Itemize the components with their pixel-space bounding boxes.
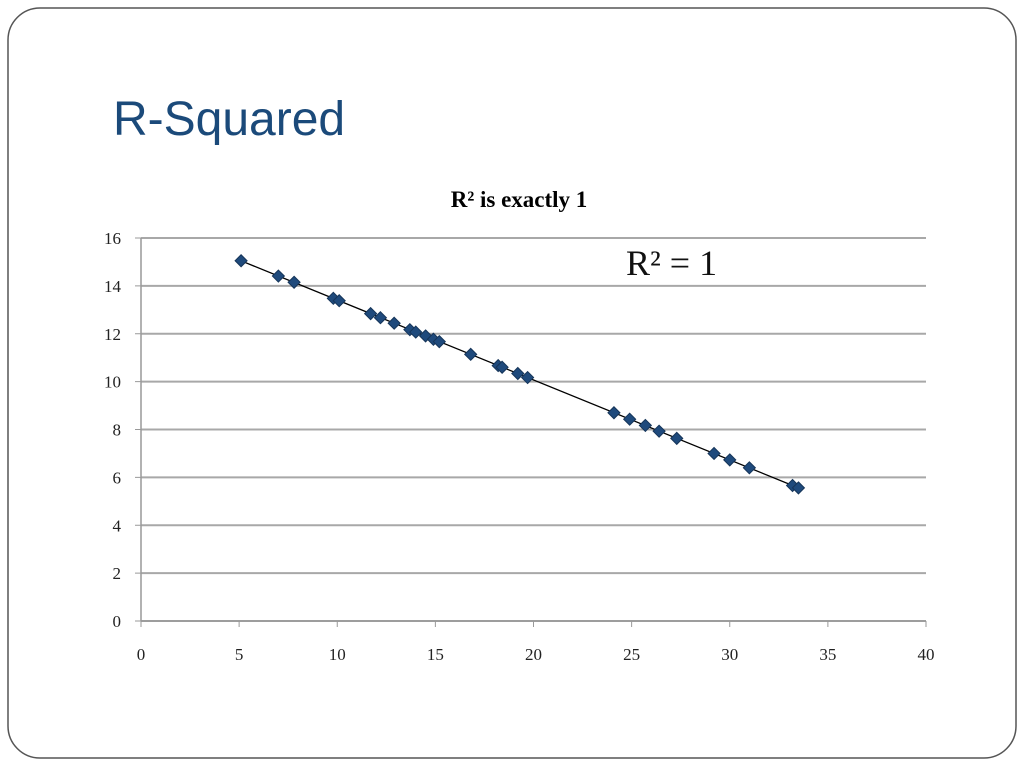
slide-frame — [7, 7, 1017, 759]
data-point — [723, 453, 737, 467]
data-point — [670, 431, 684, 446]
data-point — [409, 325, 423, 339]
data-point — [363, 306, 378, 321]
y-tick-label: 6 — [113, 468, 122, 487]
y-tick-label: 12 — [104, 325, 121, 344]
x-tick-label: 5 — [235, 645, 244, 664]
slide-title: R-Squared — [113, 93, 345, 146]
data-point — [287, 275, 301, 289]
y-tick-label: 4 — [113, 516, 122, 535]
data-point — [707, 446, 721, 461]
annotation: R² = 1 — [626, 243, 717, 283]
x-tick-label: 30 — [721, 645, 738, 664]
data-point — [387, 316, 401, 330]
x-tick-label: 0 — [137, 645, 146, 664]
x-tick-label: 15 — [427, 645, 444, 664]
y-tick-label: 8 — [113, 421, 122, 440]
y-tick-label: 2 — [113, 564, 122, 583]
data-point — [791, 481, 806, 495]
data-point — [495, 360, 509, 374]
x-tick-label: 20 — [525, 645, 542, 664]
data-point — [432, 334, 447, 349]
data-point — [520, 370, 535, 385]
data-point — [373, 311, 388, 325]
data-point — [607, 406, 621, 420]
y-tick-label: 16 — [104, 229, 121, 248]
x-tick-label: 35 — [819, 645, 836, 664]
data-point — [332, 294, 346, 308]
y-tick-label: 10 — [104, 373, 121, 392]
data-point — [511, 366, 525, 381]
data-point — [742, 461, 757, 475]
x-tick-label: 40 — [918, 645, 935, 664]
data-point — [271, 269, 286, 283]
data-point — [622, 412, 637, 426]
y-tick-label: 14 — [104, 277, 122, 296]
data-point — [463, 347, 478, 362]
data-point — [652, 424, 666, 438]
chart-title: R² is exactly 1 — [451, 187, 588, 212]
x-tick-label: 25 — [623, 645, 640, 664]
data-point — [638, 418, 653, 433]
x-tick-label: 10 — [329, 645, 346, 664]
data-point — [234, 254, 248, 268]
y-tick-label: 0 — [113, 612, 122, 631]
